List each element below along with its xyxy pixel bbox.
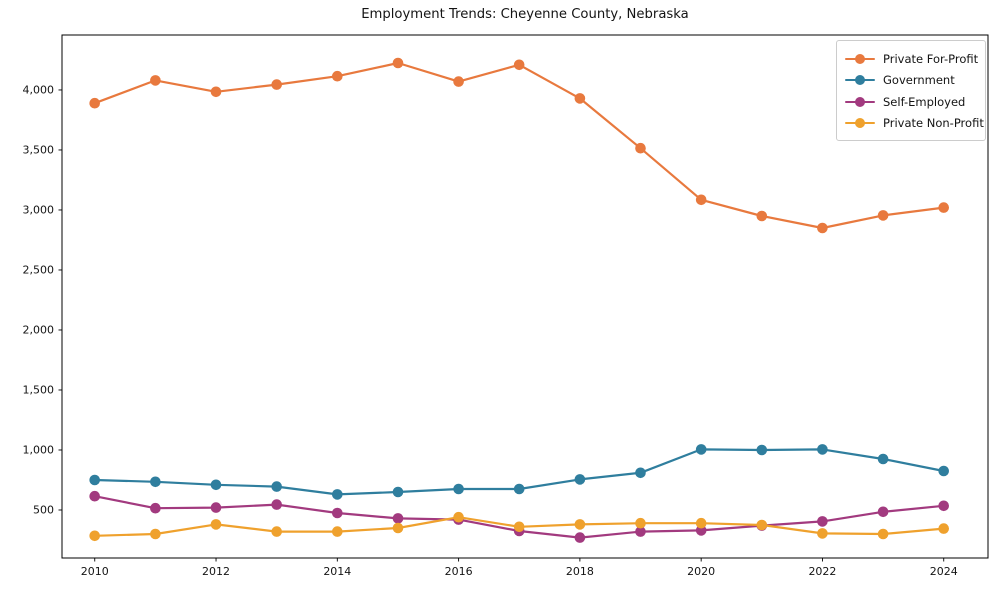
data-point-marker xyxy=(150,75,161,86)
legend-label: Self-Employed xyxy=(883,94,966,109)
data-point-marker xyxy=(695,444,707,455)
x-tick-label: 2014 xyxy=(323,565,351,578)
x-tick-label: 2010 xyxy=(81,565,109,578)
data-point-marker xyxy=(756,444,768,456)
data-point-marker xyxy=(756,519,768,531)
legend-item: Government xyxy=(845,70,977,92)
legend-item: Self-Employed xyxy=(845,91,977,113)
data-point-marker xyxy=(877,210,889,221)
data-point-marker xyxy=(877,528,889,540)
y-tick-label: 1,000 xyxy=(23,444,55,457)
data-point-marker xyxy=(877,453,889,465)
data-point-marker xyxy=(635,517,646,529)
legend-line-marker-icon xyxy=(845,117,875,129)
data-point-marker xyxy=(332,507,343,519)
legend-label: Private Non-Profit xyxy=(883,116,984,131)
data-point-marker xyxy=(332,526,343,537)
data-point-marker xyxy=(574,519,586,530)
legend-label: Private For-Profit xyxy=(883,51,979,66)
legend: Private For-Profit Government Self-Employe… xyxy=(836,40,986,141)
data-point-marker xyxy=(635,526,646,537)
data-point-marker xyxy=(210,502,222,513)
data-point-marker xyxy=(574,532,586,543)
y-tick-label: 2,500 xyxy=(23,264,55,277)
data-point-marker xyxy=(89,490,100,502)
data-point-marker xyxy=(89,97,100,109)
data-point-marker xyxy=(392,486,404,498)
data-point-marker xyxy=(756,210,768,222)
data-point-marker xyxy=(817,222,828,234)
x-tick-label: 2022 xyxy=(808,565,836,578)
legend-item: Private Non-Profit xyxy=(845,113,984,135)
data-point-marker xyxy=(817,528,828,539)
y-tick-label: 4,000 xyxy=(23,84,55,97)
y-tick-label: 1,500 xyxy=(23,384,55,397)
data-point-marker xyxy=(89,530,100,542)
data-point-marker xyxy=(574,93,586,104)
data-point-marker xyxy=(271,79,283,90)
data-point-marker xyxy=(150,476,161,488)
data-point-marker xyxy=(271,526,283,537)
data-point-marker xyxy=(817,444,828,455)
legend-line-marker-icon xyxy=(845,53,875,65)
x-tick-label: 2020 xyxy=(687,565,715,578)
data-point-marker xyxy=(392,513,404,524)
data-point-marker xyxy=(938,523,949,534)
data-point-marker xyxy=(574,474,586,485)
data-point-marker xyxy=(635,142,646,154)
data-point-marker xyxy=(817,516,828,527)
data-point-marker xyxy=(392,522,404,534)
data-point-marker xyxy=(150,528,161,540)
y-tick-label: 3,500 xyxy=(23,144,55,157)
data-point-marker xyxy=(695,517,707,529)
axes-spines xyxy=(61,34,989,559)
data-point-marker xyxy=(513,59,525,71)
data-point-marker xyxy=(938,500,949,512)
y-tick-label: 2,000 xyxy=(23,324,55,337)
data-point-marker xyxy=(453,511,464,523)
data-point-marker xyxy=(453,76,464,87)
data-point-marker xyxy=(635,467,646,479)
legend-label: Government xyxy=(883,73,955,88)
legend-line-marker-icon xyxy=(845,74,875,86)
data-point-marker xyxy=(453,483,464,495)
legend-line-marker-icon xyxy=(845,96,875,108)
data-point-marker xyxy=(332,70,343,82)
x-tick-label: 2012 xyxy=(202,565,230,578)
data-point-marker xyxy=(332,489,343,500)
data-point-marker xyxy=(150,502,161,514)
y-tick-label: 500 xyxy=(33,504,54,517)
data-point-marker xyxy=(513,483,525,495)
x-tick-label: 2016 xyxy=(445,565,473,578)
data-point-marker xyxy=(89,474,100,486)
data-point-marker xyxy=(271,499,283,510)
y-tick-label: 3,000 xyxy=(23,204,55,217)
data-point-marker xyxy=(513,521,525,533)
data-point-marker xyxy=(210,86,222,98)
data-point-marker xyxy=(695,194,707,206)
data-point-marker xyxy=(877,506,889,518)
data-point-marker xyxy=(938,202,949,213)
data-point-marker xyxy=(392,57,404,69)
data-point-marker xyxy=(938,465,949,477)
legend-item: Private For-Profit xyxy=(845,48,979,70)
data-point-marker xyxy=(271,481,283,492)
series-line-private-for-profit xyxy=(93,61,945,230)
x-tick-label: 2018 xyxy=(566,565,594,578)
data-point-marker xyxy=(210,479,222,491)
chart-title: Employment Trends: Cheyenne County, Nebr… xyxy=(361,7,689,22)
data-point-marker xyxy=(210,519,222,530)
x-tick-label: 2024 xyxy=(930,565,958,578)
